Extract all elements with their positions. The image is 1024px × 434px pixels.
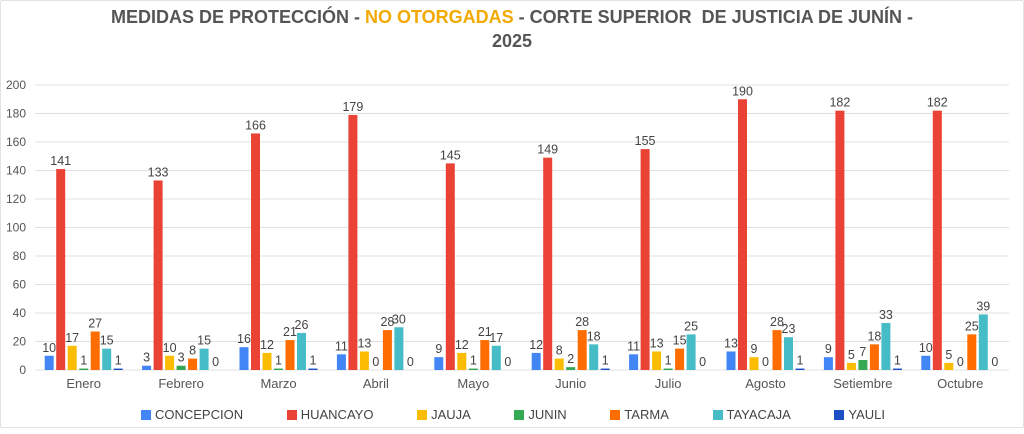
svg-text:179: 179 <box>342 100 363 114</box>
svg-text:1: 1 <box>115 354 122 368</box>
svg-text:166: 166 <box>245 118 266 132</box>
svg-text:100: 100 <box>6 221 26 235</box>
svg-text:0: 0 <box>762 355 769 369</box>
svg-text:1: 1 <box>470 354 477 368</box>
svg-text:18: 18 <box>867 329 881 343</box>
svg-text:40: 40 <box>13 306 27 320</box>
svg-text:80: 80 <box>13 249 27 263</box>
svg-text:3: 3 <box>143 351 150 365</box>
svg-text:Junio: Junio <box>555 376 586 391</box>
svg-text:1: 1 <box>602 354 609 368</box>
svg-text:0: 0 <box>407 355 414 369</box>
svg-text:12: 12 <box>529 338 543 352</box>
svg-text:155: 155 <box>635 134 656 148</box>
svg-text:8: 8 <box>189 344 196 358</box>
svg-text:60: 60 <box>13 278 27 292</box>
svg-text:2: 2 <box>567 352 574 366</box>
svg-text:30: 30 <box>392 312 406 326</box>
svg-text:1: 1 <box>275 354 282 368</box>
svg-text:25: 25 <box>684 319 698 333</box>
svg-text:39: 39 <box>976 299 990 313</box>
svg-text:Abril: Abril <box>363 376 389 391</box>
svg-text:8: 8 <box>556 344 563 358</box>
svg-text:10: 10 <box>163 341 177 355</box>
svg-text:13: 13 <box>724 336 738 350</box>
svg-text:Marzo: Marzo <box>260 376 296 391</box>
svg-text:10: 10 <box>42 341 56 355</box>
svg-text:17: 17 <box>489 331 503 345</box>
svg-text:0: 0 <box>991 355 998 369</box>
svg-text:7: 7 <box>859 345 866 359</box>
svg-text:0: 0 <box>212 355 219 369</box>
svg-text:133: 133 <box>148 165 169 179</box>
svg-text:0: 0 <box>957 355 964 369</box>
svg-text:25: 25 <box>965 319 979 333</box>
svg-text:1: 1 <box>310 354 317 368</box>
svg-text:12: 12 <box>455 338 469 352</box>
svg-text:Julio: Julio <box>655 376 682 391</box>
svg-text:1: 1 <box>665 354 672 368</box>
svg-text:33: 33 <box>879 308 893 322</box>
svg-text:1: 1 <box>894 354 901 368</box>
svg-text:13: 13 <box>650 336 664 350</box>
svg-text:149: 149 <box>537 143 558 157</box>
svg-text:190: 190 <box>732 84 753 98</box>
svg-text:18: 18 <box>587 329 601 343</box>
svg-text:145: 145 <box>440 148 461 162</box>
svg-text:Octubre: Octubre <box>937 376 983 391</box>
svg-text:182: 182 <box>829 96 850 110</box>
svg-text:10: 10 <box>919 341 933 355</box>
svg-text:3: 3 <box>178 351 185 365</box>
svg-text:28: 28 <box>575 315 589 329</box>
svg-text:0: 0 <box>699 355 706 369</box>
svg-text:1: 1 <box>797 354 804 368</box>
svg-text:Febrero: Febrero <box>158 376 204 391</box>
svg-text:9: 9 <box>825 342 832 356</box>
svg-text:Enero: Enero <box>66 376 101 391</box>
svg-text:141: 141 <box>50 154 71 168</box>
svg-text:9: 9 <box>435 342 442 356</box>
svg-text:200: 200 <box>6 78 26 92</box>
svg-text:0: 0 <box>19 363 26 377</box>
svg-text:120: 120 <box>6 192 26 206</box>
svg-text:15: 15 <box>197 334 211 348</box>
svg-text:16: 16 <box>237 332 251 346</box>
svg-text:140: 140 <box>6 164 26 178</box>
svg-text:5: 5 <box>945 348 952 362</box>
svg-text:0: 0 <box>504 355 511 369</box>
svg-text:15: 15 <box>673 334 687 348</box>
svg-text:11: 11 <box>627 339 640 353</box>
svg-text:12: 12 <box>260 338 274 352</box>
svg-text:17: 17 <box>65 331 79 345</box>
svg-text:20: 20 <box>13 335 27 349</box>
svg-text:5: 5 <box>848 348 855 362</box>
svg-text:160: 160 <box>6 135 26 149</box>
svg-text:27: 27 <box>88 317 102 331</box>
svg-text:0: 0 <box>372 355 379 369</box>
svg-text:1: 1 <box>80 354 87 368</box>
svg-text:Setiembre: Setiembre <box>833 376 892 391</box>
svg-text:11: 11 <box>335 339 348 353</box>
svg-text:Agosto: Agosto <box>745 376 785 391</box>
svg-text:15: 15 <box>100 334 114 348</box>
svg-text:9: 9 <box>751 342 758 356</box>
svg-text:26: 26 <box>295 318 309 332</box>
svg-text:23: 23 <box>782 322 796 336</box>
svg-text:13: 13 <box>357 336 371 350</box>
svg-text:180: 180 <box>6 107 26 121</box>
svg-text:Mayo: Mayo <box>457 376 489 391</box>
svg-text:182: 182 <box>927 96 948 110</box>
